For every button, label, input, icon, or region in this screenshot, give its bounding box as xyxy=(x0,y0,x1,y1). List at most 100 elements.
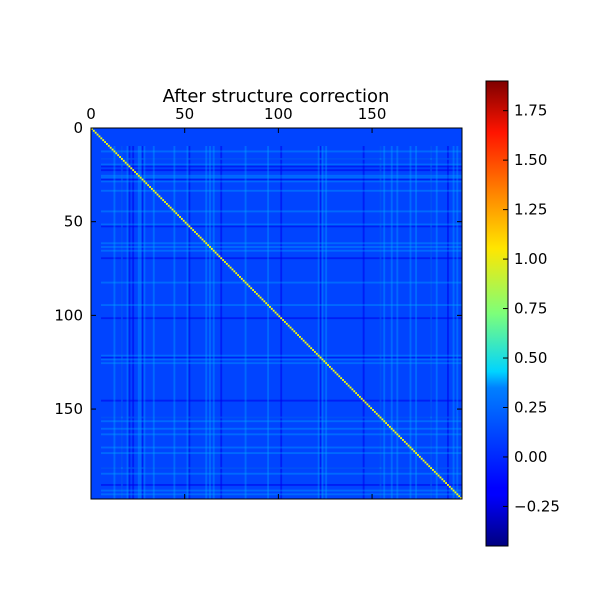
diagonal-cell xyxy=(250,287,253,290)
diagonal-cell xyxy=(375,412,378,415)
highlight-stripe-column xyxy=(267,146,270,499)
diagonal-cell xyxy=(336,373,339,376)
highlight-stripe-column xyxy=(383,146,386,499)
diagonal-cell xyxy=(120,157,123,160)
diagonal-cell xyxy=(332,369,335,372)
diagonal-cell xyxy=(448,485,451,488)
diagonal-cell xyxy=(396,433,399,436)
highlight-stripe-column xyxy=(120,146,123,499)
diagonal-cell xyxy=(334,371,337,374)
diagonal-cell xyxy=(400,437,403,440)
diagonal-cell xyxy=(167,204,170,207)
diagonal-cell xyxy=(280,317,283,320)
diagonal-cell xyxy=(452,489,455,492)
diagonal-cell xyxy=(402,439,404,441)
diagonal-cell xyxy=(345,382,348,385)
diagonal-cell xyxy=(149,186,151,188)
diagonal-cell xyxy=(242,279,245,282)
negative-stripe-row xyxy=(101,484,462,486)
diagonal-cell xyxy=(225,262,228,265)
diagonal-cell xyxy=(180,217,183,220)
highlight-stripe-row xyxy=(101,420,462,423)
diagonal-cell xyxy=(306,343,309,346)
diagonal-cell xyxy=(282,319,284,321)
highlight-stripe-row xyxy=(101,489,462,492)
highlight-stripe-column xyxy=(137,146,140,499)
diagonal-cell xyxy=(122,159,125,162)
highlight-stripe-row xyxy=(101,493,462,496)
diagonal-cell xyxy=(269,306,271,308)
highlight-stripe-row xyxy=(101,362,462,365)
negative-stripe-column xyxy=(362,146,365,499)
diagonal-cell xyxy=(195,232,198,235)
diagonal-cell xyxy=(456,493,459,496)
highlight-stripe-row xyxy=(101,210,462,213)
diagonal-cell xyxy=(165,202,168,205)
diagonal-cell xyxy=(222,259,225,262)
diagonal-cell xyxy=(192,229,195,232)
highlight-stripe-row xyxy=(101,180,462,183)
x-axis-ticks: 0 50 100 150 xyxy=(86,105,386,499)
diagonal-cell xyxy=(237,274,240,277)
diagonal-cell xyxy=(179,216,181,218)
negative-stripe-column xyxy=(379,146,382,499)
diagonal-cell xyxy=(113,150,116,153)
diagonal-cell xyxy=(134,171,136,173)
negative-stripe-row xyxy=(101,399,462,402)
chart-title: After structure correction xyxy=(163,86,390,107)
diagonal-cell xyxy=(392,429,395,432)
diagonal-cell xyxy=(441,478,444,481)
diagonal-cell xyxy=(349,386,352,389)
highlight-stripe-column xyxy=(390,146,393,499)
diagonal-cell xyxy=(291,328,294,331)
diagonal-cell xyxy=(210,247,213,250)
diagonal-cell xyxy=(244,281,247,284)
diagonal-cell xyxy=(175,212,178,215)
diagonal-cell xyxy=(150,187,153,190)
colorbar-tick-label: 1.75 xyxy=(514,102,547,120)
diagonal-cell xyxy=(390,427,393,430)
diagonal-cell xyxy=(310,347,313,350)
highlight-stripe-row xyxy=(101,174,462,177)
diagonal-cell xyxy=(96,133,99,136)
diagonal-cell xyxy=(285,322,288,325)
diagonal-cell xyxy=(439,476,442,479)
diagonal-cell xyxy=(302,339,305,342)
diagonal-cell xyxy=(417,454,419,456)
diagonal-cell xyxy=(340,377,343,380)
diagonal-cell xyxy=(415,452,418,455)
diagonal-cell xyxy=(317,354,320,357)
y-tick-label: 100 xyxy=(54,306,83,324)
negative-stripe-column xyxy=(188,146,191,499)
diagonal-cell xyxy=(182,219,185,222)
negative-stripe-column xyxy=(132,146,135,499)
diagonal-cell xyxy=(263,300,266,303)
diagonal-cell xyxy=(162,199,165,202)
diagonal-cell xyxy=(158,195,161,198)
diagonal-cell xyxy=(261,298,264,301)
plot-frame xyxy=(90,127,463,500)
diagonal-cell xyxy=(111,148,114,151)
diagonal-cell xyxy=(128,165,131,168)
highlight-stripe-column xyxy=(452,146,455,499)
highlight-stripe-column xyxy=(173,146,176,499)
x-tick-label: 50 xyxy=(175,105,194,123)
diagonal-cell xyxy=(379,416,382,419)
y-tick-label: 150 xyxy=(54,400,83,418)
diagonal-cell xyxy=(323,360,326,363)
diagonal-cell xyxy=(372,409,374,411)
diagonal-cell xyxy=(227,264,230,267)
colorbar-tick-label: 0.25 xyxy=(514,398,547,416)
diagonal-cell xyxy=(437,474,440,477)
diagonal-cell xyxy=(164,201,166,203)
negative-stripe-column xyxy=(430,146,433,499)
highlight-stripe-row xyxy=(101,452,462,455)
diagonal-cell xyxy=(355,392,358,395)
heatmap-plot xyxy=(90,127,463,500)
diagonal-cell xyxy=(201,238,204,241)
colorbar-tick-label: 0.50 xyxy=(514,349,547,367)
diagonal-cell xyxy=(209,246,211,248)
highlight-stripe-column xyxy=(143,146,146,499)
diagonal-cell xyxy=(433,470,436,473)
